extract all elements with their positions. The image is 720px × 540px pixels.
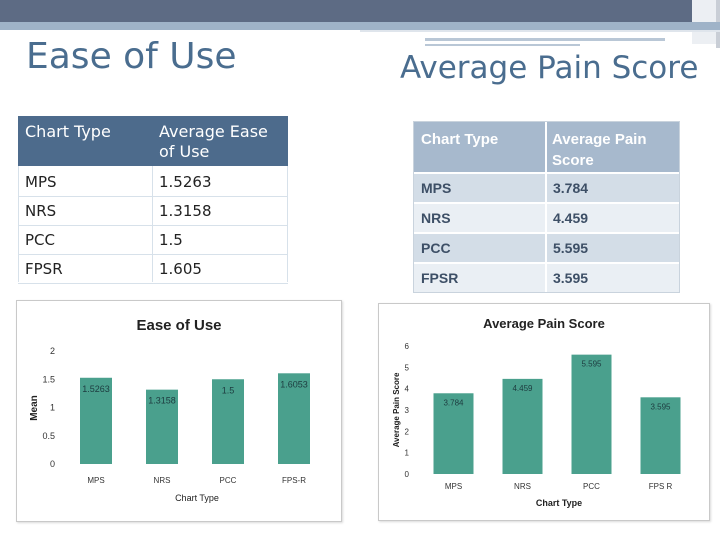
- table-header: Chart Type Average Ease of Use: [18, 116, 288, 168]
- slide-top-bar: [0, 0, 720, 48]
- cell-type: FPSR: [421, 270, 459, 286]
- cell-value: 1.3158: [159, 202, 212, 220]
- table-row: FPSR 1.605: [18, 255, 288, 284]
- x-tick-label: PCC: [583, 482, 600, 491]
- pain-score-table: Chart Type Average Pain Score MPS 3.784 …: [413, 121, 680, 293]
- y-tick-label: 0: [50, 459, 55, 469]
- pain-score-chart: Average Pain Score Average Pain Score Ch…: [378, 303, 710, 521]
- cell-type: NRS: [25, 202, 57, 220]
- y-tick-label: 5: [405, 363, 410, 372]
- y-tick-label: 3: [405, 406, 410, 415]
- pain-score-chart-svg: Average Pain Score Average Pain Score Ch…: [392, 316, 681, 508]
- cell-type: FPSR: [25, 260, 63, 278]
- data-label: 1.6053: [280, 379, 308, 389]
- table-divider: [152, 166, 153, 282]
- cell-type: NRS: [421, 210, 451, 226]
- table-row: PCC 1.5: [18, 226, 288, 255]
- bar: [80, 377, 112, 464]
- ease-of-use-chart-svg: Ease of Use Mean Chart Type 0 0.5 1 1.5 2 1.…: [29, 317, 310, 503]
- cell-value: 1.5263: [159, 173, 212, 191]
- x-tick-label: PCC: [220, 476, 237, 485]
- header-stripe: [0, 22, 720, 30]
- x-axis-label: Chart Type: [536, 498, 582, 508]
- y-tick-label: 6: [405, 342, 410, 351]
- cell-value: 5.595: [553, 240, 589, 256]
- cell-type: PCC: [25, 231, 55, 249]
- title-accent-line: [425, 38, 665, 41]
- y-tick-label: 4: [405, 385, 410, 394]
- table-border-left: [18, 166, 19, 282]
- data-label: 3.595: [650, 402, 671, 411]
- header-chart-type: Chart Type: [421, 131, 499, 148]
- x-tick-label: MPS: [87, 476, 104, 485]
- data-label: 1.3158: [148, 396, 176, 406]
- bar: [212, 379, 244, 464]
- y-axis-label: Average Pain Score: [392, 372, 401, 447]
- table-row: MPS 1.5263: [18, 168, 288, 197]
- header-stripe-thin: [360, 30, 720, 32]
- y-tick-label: 2: [405, 427, 410, 436]
- bar: [146, 389, 178, 464]
- header-average-ease: Average Ease of Use: [159, 122, 268, 161]
- cell-type: MPS: [421, 180, 452, 196]
- data-label: 4.459: [512, 384, 533, 393]
- cell-value: 4.459: [553, 210, 589, 226]
- table-divider: [545, 122, 547, 292]
- bar: [640, 397, 681, 474]
- y-tick-label: 2: [50, 346, 55, 356]
- bar: [278, 373, 310, 464]
- cell-value: 1.5: [159, 231, 183, 249]
- chart-title: Ease of Use: [136, 317, 221, 334]
- y-tick-label: 0.5: [42, 431, 55, 441]
- data-label: 5.595: [581, 360, 602, 369]
- data-label: 1.5: [222, 385, 235, 395]
- left-title: Ease of Use: [26, 36, 237, 77]
- y-tick-label: 0: [405, 470, 410, 479]
- bar: [433, 393, 474, 474]
- x-tick-label: NRS: [154, 476, 171, 485]
- cell-value: 3.595: [553, 270, 589, 286]
- cell-type: MPS: [25, 173, 57, 191]
- x-tick-label: FPS R: [649, 482, 673, 491]
- y-tick-label: 1: [50, 403, 55, 413]
- right-title: Average Pain Score: [400, 50, 699, 86]
- x-tick-label: MPS: [445, 482, 462, 491]
- data-label: 3.784: [443, 398, 464, 407]
- cell-value: 1.605: [159, 260, 202, 278]
- chart-title: Average Pain Score: [483, 316, 605, 331]
- ease-of-use-chart: Ease of Use Mean Chart Type 0 0.5 1 1.5 2 1.…: [16, 300, 342, 522]
- bar: [502, 378, 543, 474]
- table-border-right: [287, 166, 288, 282]
- x-tick-label: FPS-R: [282, 476, 306, 485]
- y-tick-label: 1.5: [42, 374, 55, 384]
- y-tick-label: 1: [405, 449, 410, 458]
- x-axis-label: Chart Type: [175, 493, 219, 503]
- ease-of-use-table: Chart Type Average Ease of Use MPS 1.526…: [18, 116, 288, 284]
- title-accent-line-short: [425, 44, 580, 46]
- table-row: NRS 1.3158: [18, 197, 288, 226]
- cell-type: PCC: [421, 240, 451, 256]
- header-chart-type: Chart Type: [25, 122, 111, 141]
- data-label: 1.5263: [82, 384, 110, 394]
- x-tick-label: NRS: [514, 482, 531, 491]
- cell-value: 3.784: [553, 180, 589, 196]
- header-average-pain: Average Pain Score: [552, 131, 647, 169]
- y-axis-label: Mean: [29, 395, 40, 421]
- bar: [571, 354, 612, 474]
